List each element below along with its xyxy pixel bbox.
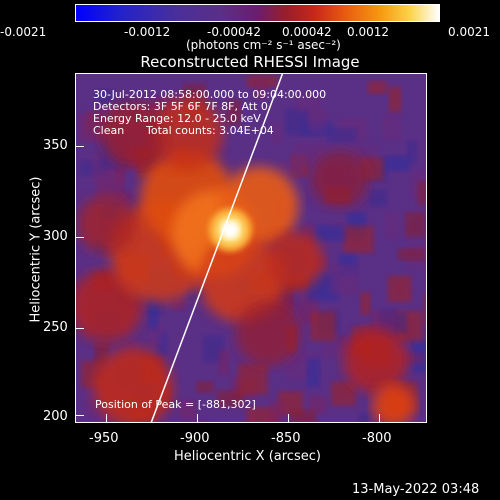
noise-patch <box>397 248 426 261</box>
noise-patch <box>146 325 164 348</box>
x-tick-label: -800 <box>362 431 392 446</box>
rhessi-image <box>75 73 427 423</box>
noise-patch <box>306 357 321 387</box>
emission-region <box>266 231 324 290</box>
annotation-peak: Position of Peak = [-881,302] <box>95 398 256 411</box>
emission-region <box>198 235 285 323</box>
x-tick <box>106 414 107 422</box>
solar-limb-line <box>150 74 284 422</box>
emission-region <box>235 300 301 366</box>
y-tick-label: 200 <box>43 409 68 424</box>
emission-region <box>77 195 136 254</box>
noise-patch <box>115 157 126 186</box>
noise-patch <box>423 294 426 326</box>
emission-region <box>343 327 409 393</box>
y-tick <box>76 237 84 238</box>
colorbar-unit-label: (photons cm⁻² s⁻¹ asec⁻²) <box>186 38 341 52</box>
noise-patch <box>193 420 208 422</box>
noise-patch <box>358 413 371 422</box>
emission-region <box>372 383 416 422</box>
noise-patch <box>147 297 159 330</box>
noise-patch <box>327 127 357 142</box>
colorbar-tick-label: 0.0021 <box>448 25 490 39</box>
noise-patch <box>329 264 359 295</box>
image-map <box>76 74 426 422</box>
noise-patch <box>179 400 196 420</box>
colorbar-tick-label: -0.0021 <box>0 25 47 39</box>
colorbar-tick-label: 0.00042 <box>282 25 332 39</box>
noise-patch <box>343 226 374 254</box>
noise-patch <box>295 92 321 112</box>
x-tick <box>288 414 289 422</box>
y-tick-label: 250 <box>43 320 68 335</box>
colorbar-tick-label: -0.0012 <box>124 25 171 39</box>
noise-patch <box>310 311 337 341</box>
noise-patch <box>271 123 283 144</box>
emission-region <box>101 101 166 167</box>
y-tick-label: 350 <box>43 138 68 153</box>
noise-patch <box>388 86 402 113</box>
x-tick <box>379 414 380 422</box>
noise-patch <box>367 81 388 95</box>
noise-patch <box>383 114 401 140</box>
noise-patch <box>220 105 231 116</box>
noise-patch <box>331 381 356 406</box>
noise-patch <box>218 349 230 375</box>
x-tick-label: -900 <box>180 431 210 446</box>
noise-patch <box>195 381 214 393</box>
x-axis-label: Heliocentric X (arcsec) <box>174 449 321 464</box>
colorbar <box>75 4 440 22</box>
annotation-energy: Energy Range: 12.0 - 25.0 keV <box>93 112 261 125</box>
noise-patch <box>322 342 344 358</box>
emission-region <box>311 150 369 209</box>
annotation-counts: Total counts: 3.04E+04 <box>146 124 274 137</box>
y-tick <box>76 146 84 147</box>
noise-patch <box>307 109 328 132</box>
emission-region <box>151 97 224 171</box>
noise-patch <box>183 287 212 300</box>
noise-patch <box>360 292 371 315</box>
colorbar-tick-label: -0.00042 <box>207 25 261 39</box>
noise-patch <box>387 275 412 303</box>
annotation-detectors: Detectors: 3F 5F 6F 7F 8F, Att 0 <box>93 100 268 113</box>
x-tick-label: -850 <box>271 431 301 446</box>
noise-patch <box>316 225 346 241</box>
timestamp: 13-May-2022 03:48 <box>352 482 480 497</box>
y-tick-label: 300 <box>43 229 68 244</box>
noise-patch <box>340 336 352 351</box>
noise-patch <box>384 212 401 239</box>
noise-patch <box>216 390 244 408</box>
x-tick-label: -950 <box>89 431 119 446</box>
colorbar-tick-label: 0.0012 <box>347 25 389 39</box>
noise-patch <box>253 78 267 100</box>
noise-patch <box>171 298 186 311</box>
noise-patch <box>285 108 311 136</box>
annotation-time: 30-Jul-2012 08:58:00.000 to 09:04:00.000 <box>93 88 327 101</box>
noise-patch <box>79 113 105 142</box>
noise-patch <box>237 363 268 395</box>
x-tick <box>197 414 198 422</box>
y-tick <box>76 415 84 416</box>
noise-patch <box>404 212 426 238</box>
noise-patch <box>269 400 285 422</box>
noise-patch <box>407 140 418 165</box>
noise-patch <box>417 181 426 206</box>
noise-patch <box>290 409 317 422</box>
y-tick <box>76 328 84 329</box>
noise-patch <box>384 155 410 172</box>
noise-patch <box>308 395 327 414</box>
noise-patch <box>94 341 109 365</box>
emission-region <box>93 347 173 422</box>
plot-title: Reconstructed RHESSI Image <box>140 53 360 71</box>
y-axis-label: Heliocentric Y (arcsec) <box>28 176 44 323</box>
annotation-clean: Clean <box>93 124 125 137</box>
noise-patch <box>293 142 325 166</box>
noise-patch <box>95 89 116 105</box>
noise-patch <box>369 189 388 208</box>
